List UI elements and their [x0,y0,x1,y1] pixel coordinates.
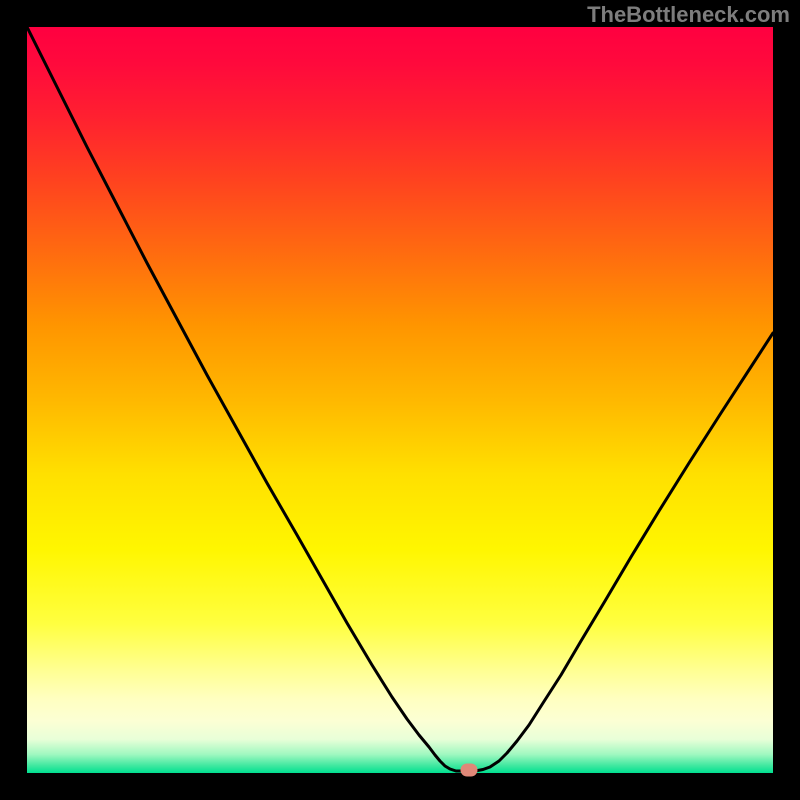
plot-area [27,27,773,773]
watermark-text: TheBottleneck.com [587,2,790,28]
bottleneck-curve [27,27,773,773]
optimum-marker [461,764,478,777]
chart-canvas: TheBottleneck.com [0,0,800,800]
